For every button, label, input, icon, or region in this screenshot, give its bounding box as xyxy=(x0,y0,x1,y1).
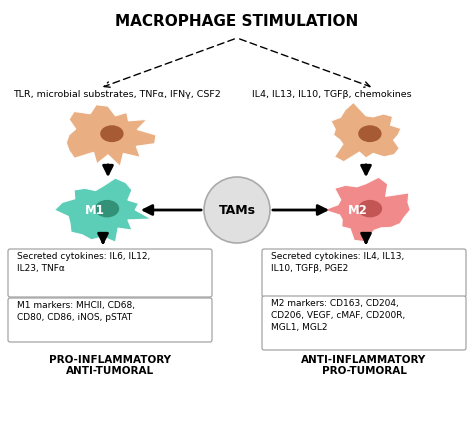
Text: Secreted cytokines: IL6, IL12,
IL23, TNFα: Secreted cytokines: IL6, IL12, IL23, TNF… xyxy=(17,252,150,273)
Text: Secreted cytokines: IL4, IL13,
IL10, TGFβ, PGE2: Secreted cytokines: IL4, IL13, IL10, TGF… xyxy=(271,252,404,273)
Polygon shape xyxy=(324,177,410,242)
FancyBboxPatch shape xyxy=(262,249,466,297)
Text: TAMs: TAMs xyxy=(219,204,255,216)
Text: PRO-INFLAMMATORY: PRO-INFLAMMATORY xyxy=(49,355,171,365)
Text: M2 markers: CD163, CD204,
CD206, VEGF, cMAF, CD200R,
MGL1, MGL2: M2 markers: CD163, CD204, CD206, VEGF, c… xyxy=(271,299,405,332)
Text: M2: M2 xyxy=(348,204,368,216)
Ellipse shape xyxy=(95,200,119,218)
Text: PRO-TUMORAL: PRO-TUMORAL xyxy=(321,366,406,376)
Text: M1: M1 xyxy=(85,204,105,216)
Text: M1 markers: MHCII, CD68,
CD80, CD86, iNOS, pSTAT: M1 markers: MHCII, CD68, CD80, CD86, iNO… xyxy=(17,301,135,322)
Circle shape xyxy=(204,177,270,243)
FancyBboxPatch shape xyxy=(8,298,212,342)
Text: IL4, IL13, IL10, TGFβ, chemokines: IL4, IL13, IL10, TGFβ, chemokines xyxy=(252,90,411,99)
Text: TLR, microbial substrates, TNFα, IFNγ, CSF2: TLR, microbial substrates, TNFα, IFNγ, C… xyxy=(13,90,221,99)
Ellipse shape xyxy=(100,125,124,142)
Ellipse shape xyxy=(358,125,382,142)
Polygon shape xyxy=(66,105,156,166)
Ellipse shape xyxy=(358,200,382,218)
Text: ANTI-INFLAMMATORY: ANTI-INFLAMMATORY xyxy=(301,355,427,365)
Polygon shape xyxy=(55,178,151,242)
Text: ANTI-TUMORAL: ANTI-TUMORAL xyxy=(66,366,154,376)
Polygon shape xyxy=(331,102,401,162)
Text: MACROPHAGE STIMULATION: MACROPHAGE STIMULATION xyxy=(115,14,359,29)
FancyBboxPatch shape xyxy=(262,296,466,350)
FancyBboxPatch shape xyxy=(8,249,212,297)
